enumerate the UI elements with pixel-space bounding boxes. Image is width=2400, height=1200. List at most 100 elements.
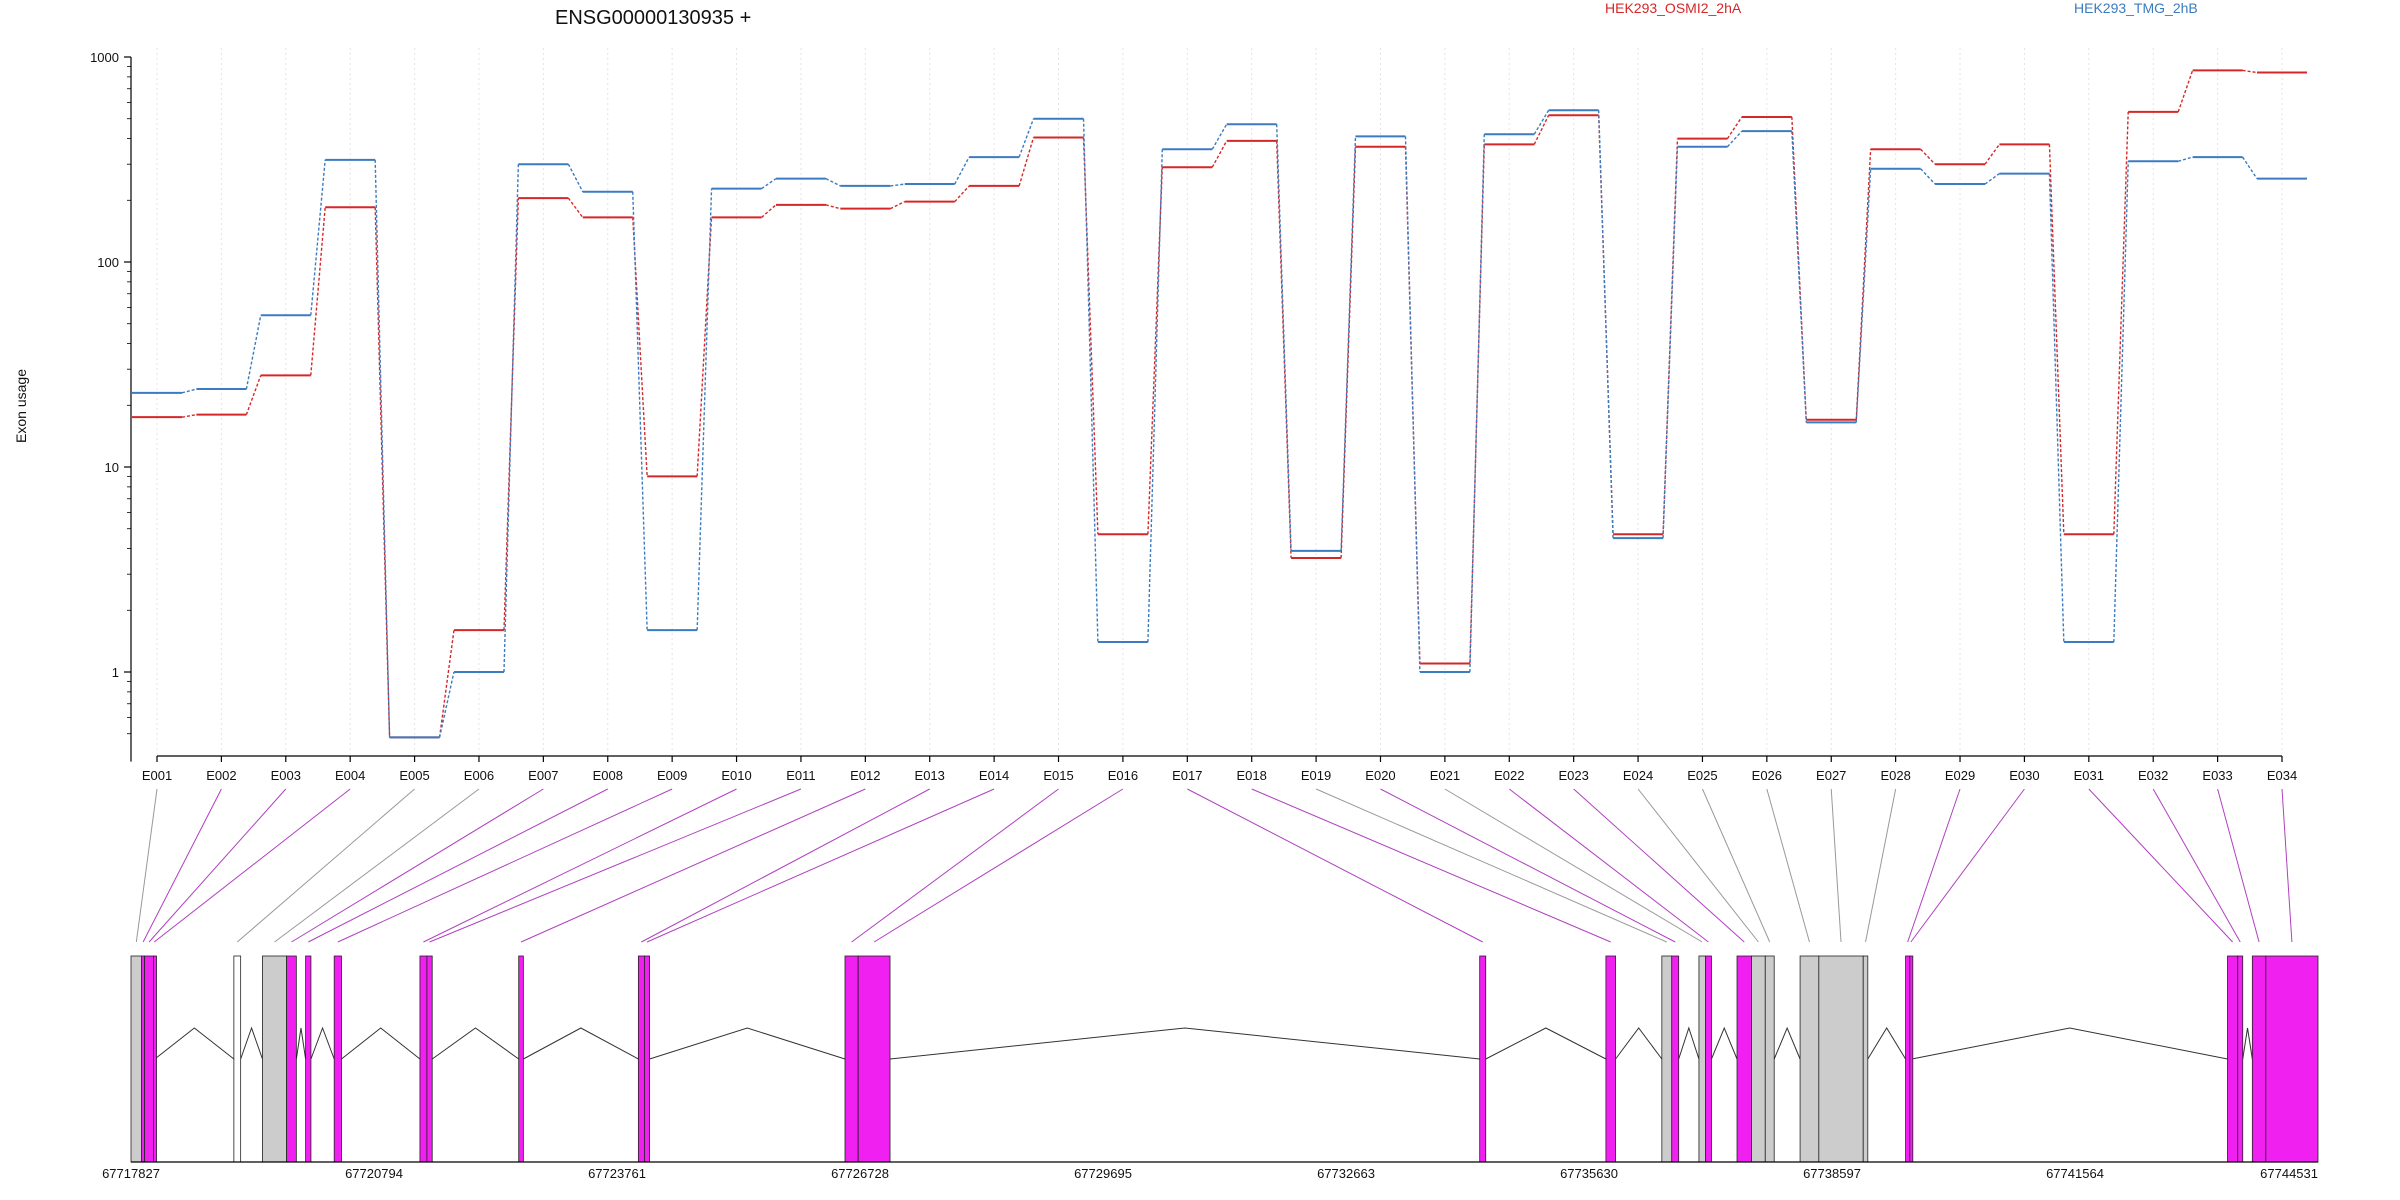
x-tick-label: E003 xyxy=(271,768,301,783)
series-connector xyxy=(1018,118,1035,158)
intron xyxy=(1867,1027,1906,1060)
series-connector xyxy=(954,156,970,185)
exon-block-E022 xyxy=(1705,955,1712,1163)
x-tick-label: E028 xyxy=(1880,768,1910,783)
connector-E028 xyxy=(1865,788,1897,943)
connector-E009 xyxy=(337,788,673,943)
exon-block-E023 xyxy=(1736,955,1752,1163)
series-connector xyxy=(438,630,455,738)
series-connector xyxy=(1984,173,2000,185)
series-connector xyxy=(1018,137,1035,187)
connector-E012 xyxy=(520,788,866,943)
series-connector xyxy=(1726,116,1743,139)
series-connector xyxy=(1726,130,1743,148)
series-connector xyxy=(2113,111,2129,535)
x-tick-label: E020 xyxy=(1365,768,1395,783)
connector-E006 xyxy=(274,788,480,943)
genomic-coordinate-label: 67717827 xyxy=(102,1166,160,1181)
exon-block-E026 xyxy=(1799,955,1820,1163)
series-connector xyxy=(1597,110,1614,539)
series-connector xyxy=(310,159,326,316)
exon-block-E024 xyxy=(1751,955,1766,1163)
intron xyxy=(154,1027,235,1060)
legend-entry-osmi2: HEK293_OSMI2_2hA xyxy=(1605,0,1742,16)
series-connector xyxy=(890,201,906,210)
exon-block-E009 xyxy=(333,955,342,1163)
x-tick-label: E005 xyxy=(399,768,429,783)
connector-E015 xyxy=(851,788,1059,943)
exon-blocks xyxy=(130,955,2319,1163)
series-osmi2 xyxy=(132,69,2307,739)
intron xyxy=(889,1027,1480,1060)
exon-block-E021 xyxy=(1698,955,1706,1163)
connector-E029 xyxy=(1907,788,1961,943)
intron xyxy=(2242,1027,2253,1060)
x-tick-label: E018 xyxy=(1237,768,1267,783)
connector-E020 xyxy=(1380,788,1676,943)
exon-block-E018 xyxy=(1605,955,1616,1163)
intron xyxy=(240,1026,263,1060)
connector-E011 xyxy=(429,788,802,943)
connector-E023 xyxy=(1573,788,1745,943)
intron xyxy=(1485,1027,1607,1060)
series-connector xyxy=(567,197,584,218)
x-tick-label: E010 xyxy=(721,768,751,783)
series-connector xyxy=(761,204,777,218)
series-connector xyxy=(1662,146,1679,539)
connector-E033 xyxy=(2217,788,2260,943)
x-tick-label: E002 xyxy=(206,768,236,783)
series-connector xyxy=(2177,70,2194,113)
x-tick-label: E009 xyxy=(657,768,687,783)
exon-block-E003 xyxy=(144,955,154,1163)
connector-E024 xyxy=(1637,788,1759,943)
series-connector xyxy=(1855,149,1872,420)
connector-E008 xyxy=(308,788,608,943)
series-connector xyxy=(2048,144,2065,535)
connector-E025 xyxy=(1701,788,1771,943)
series-connector xyxy=(1984,143,2000,165)
exon-connector-lines xyxy=(135,788,2293,943)
series-connector xyxy=(181,413,197,418)
x-tick-label: E033 xyxy=(2202,768,2232,783)
exon-block-E015 xyxy=(844,955,859,1163)
intron xyxy=(1615,1027,1663,1060)
series-connector xyxy=(1147,149,1164,643)
series-connector xyxy=(181,388,197,394)
genomic-coordinate-label: 67723761 xyxy=(588,1166,646,1181)
connector-E026 xyxy=(1766,788,1810,943)
genomic-coordinate-label: 67720794 xyxy=(345,1166,403,1181)
y-tick-label: 1 xyxy=(112,665,119,680)
x-tick-label: E013 xyxy=(915,768,945,783)
genomic-coordinate-axis: 67717827 67720794 67723761 67726728 67729695… xyxy=(102,1161,2318,1181)
exon-block-E033 xyxy=(2251,955,2267,1163)
series-connector xyxy=(2113,161,2129,643)
exon-block-E012 xyxy=(518,955,524,1163)
series-connector xyxy=(825,204,841,210)
genomic-coordinate-label: 67738597 xyxy=(1803,1166,1861,1181)
connector-E004 xyxy=(153,788,351,943)
x-tick-label: E001 xyxy=(142,768,172,783)
series-connector xyxy=(374,159,391,738)
series-connector xyxy=(245,315,262,390)
x-tick-label: E014 xyxy=(979,768,1009,783)
connector-E031 xyxy=(2088,788,2233,943)
x-tick-label: E027 xyxy=(1816,768,1846,783)
legend-entry-tmg: HEK293_TMG_2hB xyxy=(2074,0,2198,16)
genomic-coordinate-label: 67735630 xyxy=(1560,1166,1618,1181)
connector-E013 xyxy=(641,788,930,943)
exon-block-E020 xyxy=(1671,955,1680,1163)
connector-E019 xyxy=(1315,788,1667,943)
series-connector xyxy=(1275,124,1292,551)
connector-E007 xyxy=(291,788,544,943)
intron xyxy=(310,1026,335,1060)
intron xyxy=(1773,1026,1801,1060)
x-tick-label: E017 xyxy=(1172,768,1202,783)
series-connector xyxy=(1404,136,1421,673)
intron xyxy=(1911,1027,2228,1060)
x-tick-label: E012 xyxy=(850,768,880,783)
x-tick-label: E025 xyxy=(1687,768,1717,783)
x-tick-label: E006 xyxy=(464,768,494,783)
series-connector xyxy=(696,188,713,631)
series-connector xyxy=(1340,136,1357,551)
x-tick-label: E015 xyxy=(1043,768,1073,783)
